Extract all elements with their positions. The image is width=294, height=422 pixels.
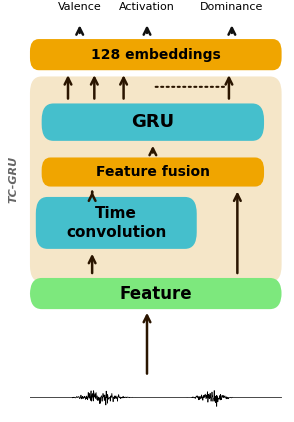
FancyBboxPatch shape (30, 76, 282, 282)
FancyBboxPatch shape (36, 197, 197, 249)
FancyBboxPatch shape (30, 39, 282, 70)
FancyBboxPatch shape (42, 157, 264, 187)
Text: 128 embeddings: 128 embeddings (91, 48, 221, 62)
Text: Valence: Valence (58, 2, 101, 12)
FancyBboxPatch shape (30, 278, 282, 309)
Text: GRU: GRU (131, 113, 174, 131)
Text: Activation: Activation (119, 2, 175, 12)
Text: Dominance: Dominance (200, 2, 263, 12)
Text: Feature: Feature (119, 284, 192, 303)
Text: TC-GRU: TC-GRU (9, 156, 19, 203)
FancyBboxPatch shape (42, 103, 264, 141)
Text: Time
convolution: Time convolution (66, 206, 166, 240)
Text: Feature fusion: Feature fusion (96, 165, 210, 179)
